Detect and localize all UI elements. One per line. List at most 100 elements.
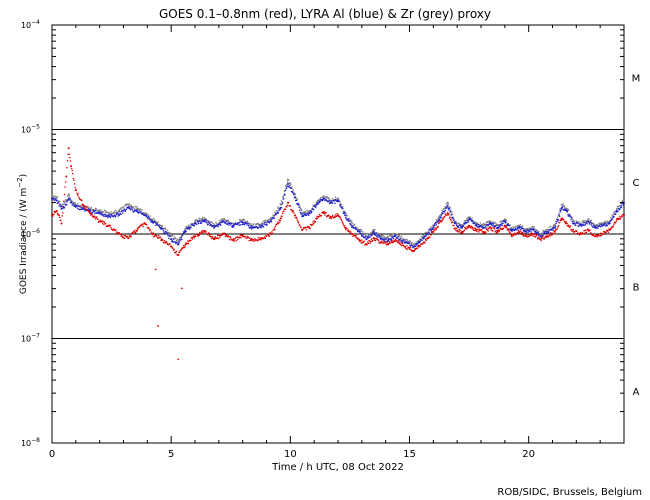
data-point — [499, 223, 501, 226]
data-point — [160, 239, 162, 242]
data-point — [103, 223, 105, 226]
data-point — [546, 232, 548, 235]
data-point — [529, 234, 531, 237]
data-point — [58, 214, 60, 217]
data-point — [166, 233, 169, 236]
data-point — [109, 213, 111, 216]
data-point — [159, 236, 162, 238]
data-point — [331, 214, 334, 217]
data-point — [318, 198, 321, 200]
data-point — [200, 222, 203, 224]
data-point — [61, 215, 63, 217]
data-point — [176, 242, 178, 244]
data-point — [316, 217, 319, 219]
data-point — [365, 238, 367, 240]
data-point — [569, 214, 571, 216]
data-point — [520, 232, 523, 234]
data-point — [101, 222, 104, 224]
data-point — [360, 233, 362, 236]
data-point — [476, 223, 478, 226]
data-point — [228, 224, 230, 226]
data-point — [269, 220, 272, 222]
data-point — [449, 216, 451, 218]
data-point — [63, 206, 66, 208]
data-point — [225, 234, 228, 237]
data-point — [570, 228, 573, 231]
x-axis-ticks: 0 5 10 15 20 — [49, 25, 625, 460]
data-point — [471, 217, 473, 219]
data-point — [422, 234, 424, 236]
data-point — [476, 230, 478, 233]
data-point — [436, 222, 438, 224]
data-point — [359, 239, 362, 242]
data-point — [278, 209, 280, 212]
data-point — [440, 213, 443, 216]
data-point — [242, 223, 245, 226]
data-point — [135, 230, 137, 233]
data-point — [406, 238, 408, 241]
data-point — [202, 230, 205, 232]
data-point — [263, 219, 266, 222]
data-point — [268, 235, 271, 237]
data-point — [344, 216, 347, 219]
data-point — [614, 222, 617, 224]
data-point — [110, 226, 112, 229]
data-point — [414, 245, 417, 247]
data-point — [169, 232, 171, 234]
data-point — [213, 226, 216, 229]
data-point — [530, 232, 533, 234]
data-point — [309, 227, 311, 230]
data-point — [619, 215, 621, 218]
data-point — [54, 195, 57, 198]
data-point — [115, 229, 117, 231]
data-point — [150, 219, 153, 222]
data-point — [446, 214, 448, 216]
y-tick-exponent: −8 — [31, 437, 40, 444]
data-point — [573, 231, 576, 233]
data-point — [293, 192, 296, 194]
data-point — [60, 222, 63, 225]
data-point — [492, 223, 495, 225]
data-point — [88, 208, 91, 211]
data-point — [129, 233, 132, 236]
data-point — [273, 217, 275, 220]
data-point — [315, 206, 317, 208]
data-point — [234, 238, 236, 240]
data-point — [210, 223, 212, 226]
data-point — [622, 204, 625, 206]
data-point — [524, 232, 527, 235]
data-point — [360, 228, 362, 231]
data-point — [140, 209, 142, 211]
data-point — [106, 211, 109, 214]
data-point — [194, 235, 197, 238]
data-point — [613, 223, 615, 225]
data-point — [473, 227, 476, 229]
data-point — [301, 215, 304, 218]
data-point — [503, 219, 505, 222]
data-point — [162, 230, 165, 232]
data-point — [136, 230, 138, 232]
y-tick-base: 10 — [21, 439, 31, 448]
data-point — [601, 232, 603, 235]
data-point — [263, 236, 266, 238]
data-point — [288, 184, 291, 187]
data-point — [453, 227, 455, 230]
data-point — [291, 211, 294, 213]
data-point — [384, 241, 387, 243]
data-point — [498, 225, 501, 227]
data-point — [408, 242, 411, 245]
data-point — [619, 218, 622, 220]
data-point — [488, 220, 491, 222]
data-point — [566, 211, 569, 213]
data-point — [97, 211, 100, 213]
data-point — [360, 242, 362, 244]
data-point — [560, 209, 562, 212]
data-point — [533, 225, 535, 228]
data-point — [315, 218, 317, 220]
data-point — [370, 240, 372, 243]
data-point — [386, 236, 388, 239]
data-point — [101, 213, 104, 216]
y-tick-exponent: −4 — [31, 19, 40, 26]
data-point — [596, 225, 598, 227]
data-point — [398, 234, 401, 236]
